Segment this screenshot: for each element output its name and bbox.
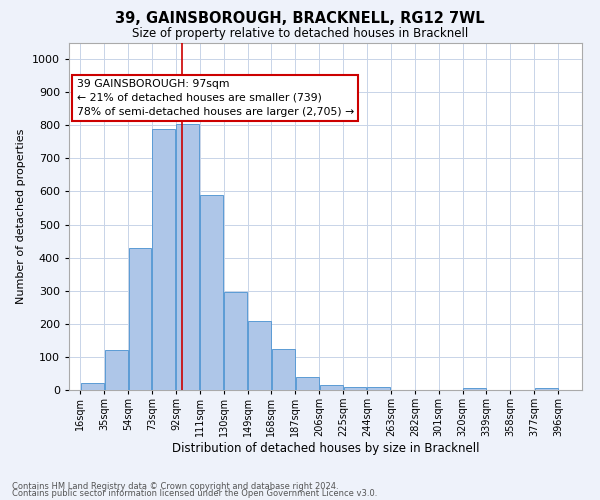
Bar — [128, 248, 151, 390]
Bar — [105, 350, 128, 390]
X-axis label: Distribution of detached houses by size in Bracknell: Distribution of detached houses by size … — [172, 442, 479, 455]
Text: Size of property relative to detached houses in Bracknell: Size of property relative to detached ho… — [132, 28, 468, 40]
Bar — [272, 348, 295, 390]
Bar — [176, 124, 199, 390]
Bar — [248, 320, 271, 390]
Bar — [224, 292, 247, 390]
Text: 39 GAINSBOROUGH: 97sqm
← 21% of detached houses are smaller (739)
78% of semi-de: 39 GAINSBOROUGH: 97sqm ← 21% of detached… — [77, 79, 354, 117]
Text: 39, GAINSBOROUGH, BRACKNELL, RG12 7WL: 39, GAINSBOROUGH, BRACKNELL, RG12 7WL — [115, 11, 485, 26]
Bar — [535, 388, 557, 390]
Text: Contains HM Land Registry data © Crown copyright and database right 2024.: Contains HM Land Registry data © Crown c… — [12, 482, 338, 491]
Bar — [200, 194, 223, 390]
Bar — [152, 128, 175, 390]
Bar — [367, 386, 391, 390]
Bar — [320, 385, 343, 390]
Y-axis label: Number of detached properties: Number of detached properties — [16, 128, 26, 304]
Bar — [344, 386, 367, 390]
Bar — [296, 377, 319, 390]
Text: Contains public sector information licensed under the Open Government Licence v3: Contains public sector information licen… — [12, 490, 377, 498]
Bar — [463, 388, 486, 390]
Bar — [81, 384, 104, 390]
